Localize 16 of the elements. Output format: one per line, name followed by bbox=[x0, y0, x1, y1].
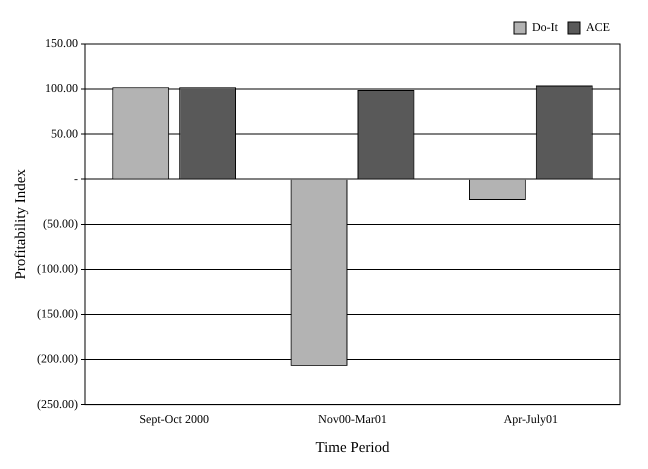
y-tick-label: (100.00) bbox=[36, 262, 78, 276]
legend-label: Do-It bbox=[532, 20, 559, 34]
legend-label: ACE bbox=[586, 20, 610, 34]
x-tick-label: Sept-Oct 2000 bbox=[139, 412, 209, 426]
y-tick-label: - bbox=[74, 171, 78, 186]
y-tick-label: (250.00) bbox=[36, 396, 78, 411]
y-tick-label: (150.00) bbox=[36, 306, 78, 321]
y-tick-label: 150.00 bbox=[44, 36, 78, 50]
x-tick-label: Nov00-Mar01 bbox=[318, 412, 387, 426]
x-axis-title: Time Period bbox=[315, 440, 390, 456]
x-tick-label: Apr-July01 bbox=[504, 412, 558, 426]
y-tick-label: 100.00 bbox=[44, 81, 78, 96]
y-tick-label: (200.00) bbox=[36, 352, 78, 366]
y-tick-label: (50.00) bbox=[42, 216, 78, 230]
y-tick-label: 50.00 bbox=[50, 126, 78, 140]
y-axis-title: Profitability Index bbox=[12, 168, 29, 280]
